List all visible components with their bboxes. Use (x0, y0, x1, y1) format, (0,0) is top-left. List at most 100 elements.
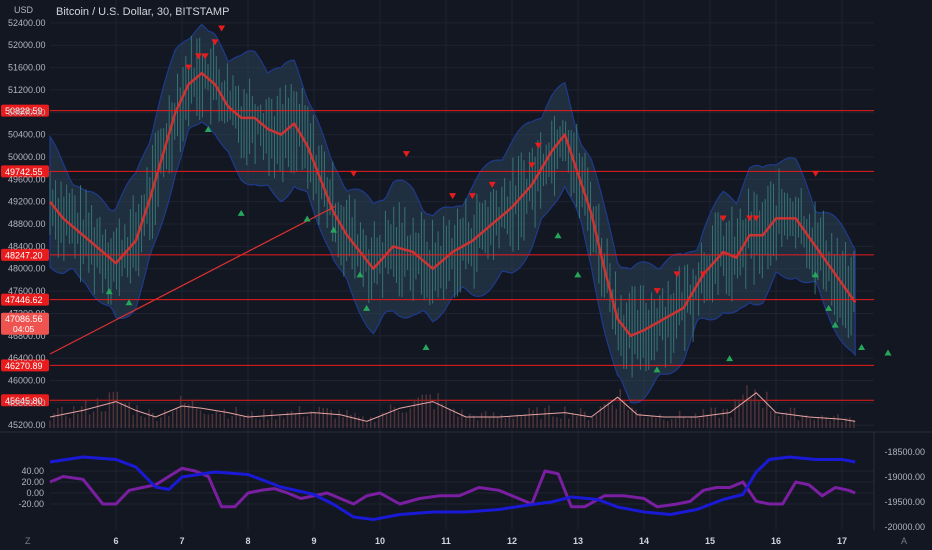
level-label: 49742.55 (5, 167, 43, 177)
level-label: 48247.20 (5, 250, 43, 260)
buy-signal-icon (574, 271, 582, 278)
current-price-tag (1, 312, 49, 335)
price-tick-label: 47600.00 (8, 286, 46, 296)
oscillator-tick-label: -20.00 (18, 499, 44, 509)
sell-signal-icon (195, 53, 202, 60)
level-label-bg (1, 394, 49, 407)
buy-signal-icon (858, 343, 866, 350)
signal-markers (105, 25, 892, 373)
time-tick-label: 11 (441, 536, 451, 546)
buy-signal-icon (330, 226, 338, 233)
level-label-bg (1, 104, 49, 117)
oscillator-right-tick-label: -18500.00 (884, 447, 925, 457)
oscillator-right-tick-label: -19500.00 (884, 497, 925, 507)
sell-signal-icon (211, 39, 219, 46)
current-price-value: 47086.56 (5, 314, 43, 324)
time-tick-label: 10 (375, 536, 385, 546)
sell-signal-icon (402, 151, 410, 158)
price-tick-label: 51600.00 (8, 63, 46, 73)
oscillator-purple-line (49, 466, 856, 509)
sell-signal-icon (218, 25, 226, 32)
time-tick-label: 12 (507, 536, 517, 546)
sell-signal-icon (699, 271, 707, 278)
buy-signal-icon (653, 366, 661, 373)
buy-signal-icon (422, 343, 430, 350)
sell-signal-icon (653, 288, 661, 295)
price-tick-label: 45600.00 (8, 398, 46, 408)
price-tick-label: 46000.00 (8, 376, 46, 386)
level-label: 47446.62 (5, 295, 43, 305)
time-tick-label: 15 (705, 536, 715, 546)
price-tick-label: 46800.00 (8, 331, 46, 341)
price-tick-label: 52000.00 (8, 40, 46, 50)
level-label: 46270.89 (5, 361, 43, 371)
oscillator-tick-label: 40.00 (21, 466, 44, 476)
level-label-bg (1, 359, 49, 372)
sell-signal-icon (719, 215, 727, 222)
buy-signal-icon (554, 232, 562, 239)
oscillator-right-tick-label: -19000.00 (884, 472, 925, 482)
price-tick-label: 48800.00 (8, 219, 46, 229)
time-tick-label: 7 (179, 536, 184, 546)
volume-average-line (49, 392, 856, 422)
oscillator-blue-line (49, 455, 856, 521)
price-tick-label: 49600.00 (8, 174, 46, 184)
buy-signal-icon (105, 288, 113, 295)
oscillator-right-tick-label: -20000.00 (884, 522, 925, 532)
time-tick-label: 8 (245, 536, 250, 546)
volume-histogram (49, 385, 856, 428)
support-resistance-levels: 50828.59 49742.55 48247.20 47446.62 46270.89… (1, 104, 874, 407)
sell-signal-icon (673, 271, 681, 278)
time-tick-label: 16 (771, 536, 781, 546)
sell-signal-icon (752, 215, 760, 222)
time-tick-label: 9 (311, 536, 316, 546)
bollinger-band-area (49, 23, 856, 404)
auto-scale-toggle[interactable]: Z (25, 536, 31, 546)
buy-signal-icon (363, 304, 371, 311)
sell-signal-icon (534, 142, 542, 149)
sell-signal-icon (812, 170, 820, 177)
buy-signal-icon (825, 304, 833, 311)
bollinger-band (49, 23, 856, 404)
buy-signal-icon (811, 271, 819, 278)
price-tick-label: 49200.00 (8, 197, 46, 207)
price-tick-label: 50800.00 (8, 107, 46, 117)
time-tick-label: 13 (573, 536, 583, 546)
sell-signal-icon (746, 215, 754, 222)
buy-signal-icon (726, 355, 734, 362)
price-tick-label: 45200.00 (8, 420, 46, 430)
sell-signal-icon (449, 193, 457, 200)
trend-line (49, 205, 337, 355)
buy-signal-icon (204, 126, 212, 133)
sell-signal-icon (185, 64, 193, 71)
time-tick-label: 14 (639, 536, 649, 546)
bar-countdown: 04:05 (13, 324, 35, 334)
price-tick-label: 48400.00 (8, 241, 46, 251)
oscillator-pane (49, 455, 856, 521)
level-label: 45645.80 (5, 396, 43, 406)
price-tick-label: 50400.00 (8, 130, 46, 140)
buy-signal-icon (125, 299, 133, 306)
sell-signal-icon (350, 170, 358, 177)
buy-signal-icon (303, 215, 311, 222)
sell-signal-icon (528, 162, 536, 169)
buy-signal-icon (356, 271, 364, 278)
price-tick-label: 48000.00 (8, 264, 46, 274)
level-label-bg (1, 248, 49, 261)
price-tick-label: 51200.00 (8, 85, 46, 95)
sell-signal-icon (488, 181, 496, 188)
price-tick-label: 46400.00 (8, 353, 46, 363)
level-label: 50828.59 (5, 106, 43, 116)
sell-signal-icon (468, 193, 476, 200)
buy-signal-icon (831, 321, 839, 328)
oscillator-tick-label: 20.00 (21, 477, 44, 487)
price-unit-label: USD (14, 5, 34, 15)
ascending-trend-line (49, 205, 337, 355)
sell-signal-icon (201, 53, 209, 60)
price-tick-label: 50000.00 (8, 152, 46, 162)
log-scale-toggle[interactable]: A (901, 536, 908, 546)
price-candles (49, 35, 855, 378)
buy-signal-icon (884, 349, 892, 356)
